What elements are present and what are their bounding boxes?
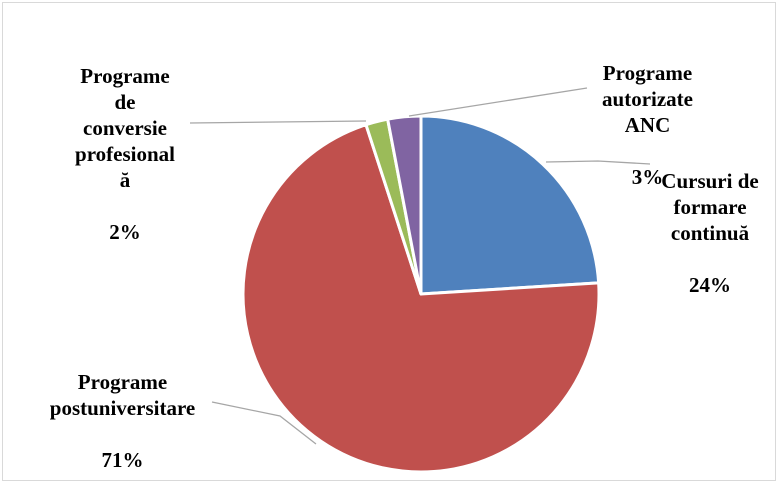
slice-name-anc: Programe autorizate ANC bbox=[602, 61, 693, 137]
slice-name-cursuri: Cursuri de formare continuă bbox=[661, 169, 759, 245]
slice-label-cursuri: Cursuri de formare continuă 24% bbox=[640, 142, 780, 298]
slice-percent-anc: 3% bbox=[631, 165, 664, 189]
leader-line-anc bbox=[408, 87, 588, 117]
slice-label-conversie: Programe de conversie profesional ă 2% bbox=[55, 37, 195, 245]
slice-percent-conversie: 2% bbox=[109, 220, 141, 244]
slice-name-postuniversitare: Programe postuniversitare bbox=[49, 370, 196, 420]
slice-percent-postuniversitare: 71% bbox=[101, 448, 144, 472]
pie-slice-anc bbox=[386, 114, 423, 296]
slice-label-anc: Programe autorizate ANC 3% bbox=[575, 34, 720, 190]
slice-label-postuniversitare: Programe postuniversitare 71% bbox=[30, 343, 215, 473]
pie-slice-postuniversitare bbox=[241, 123, 601, 474]
pie-slice-cursuri bbox=[419, 114, 601, 296]
slice-name-conversie: Programe de conversie profesional ă bbox=[75, 64, 175, 192]
leader-line-cursuri bbox=[545, 160, 651, 165]
leader-line-postuniversitare bbox=[211, 401, 317, 445]
slice-percent-cursuri: 24% bbox=[689, 273, 731, 297]
leader-line-conversie bbox=[189, 120, 367, 124]
